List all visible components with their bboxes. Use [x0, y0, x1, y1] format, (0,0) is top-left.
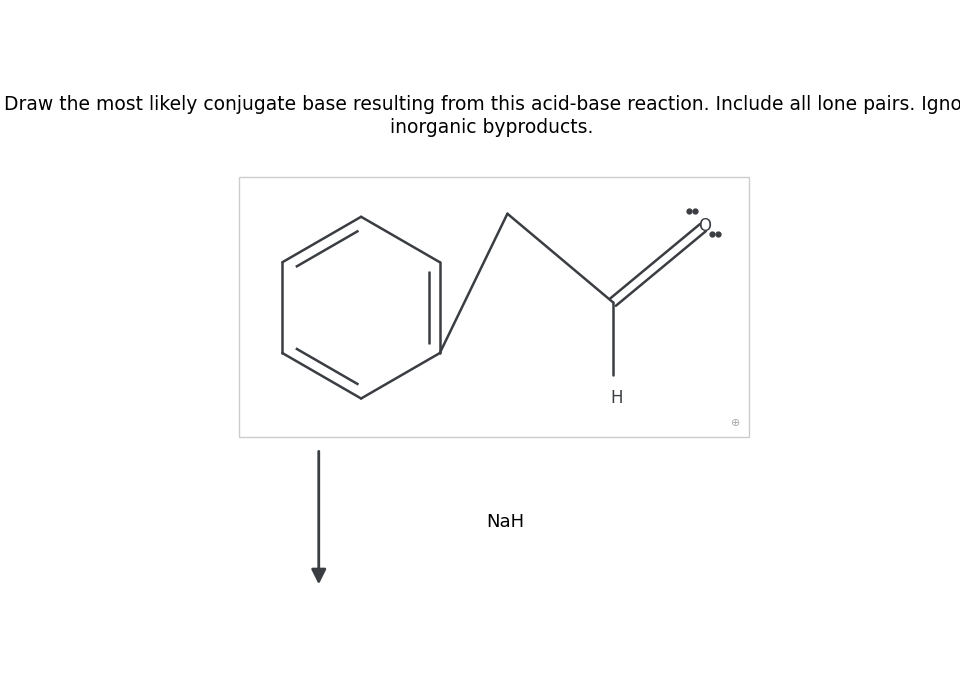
Text: Draw the most likely conjugate base resulting from this acid-base reaction. Incl: Draw the most likely conjugate base resu…: [4, 95, 960, 114]
Bar: [239, 177, 749, 437]
Text: NaH: NaH: [486, 513, 524, 531]
Text: inorganic byproducts.: inorganic byproducts.: [391, 118, 593, 137]
Text: O: O: [698, 217, 711, 235]
Text: ⊕: ⊕: [731, 418, 740, 428]
Text: H: H: [611, 389, 623, 407]
